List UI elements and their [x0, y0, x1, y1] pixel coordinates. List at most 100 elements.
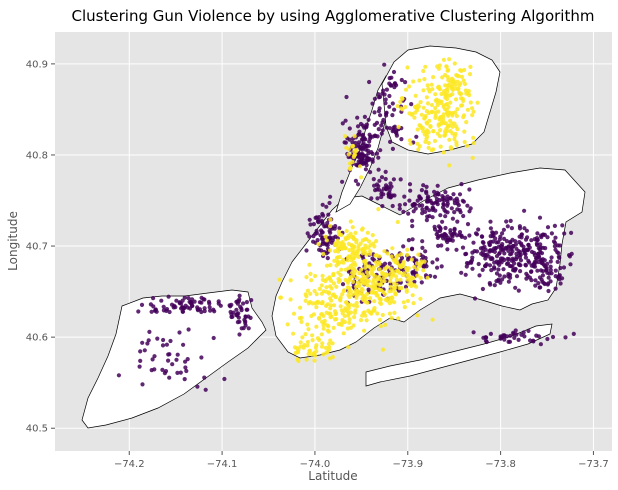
scatter-point — [439, 264, 444, 269]
scatter-point — [494, 259, 499, 264]
scatter-point — [476, 261, 481, 267]
scatter-point — [398, 99, 403, 104]
scatter-point — [471, 240, 476, 245]
scatter-point — [526, 242, 531, 248]
scatter-point — [545, 235, 550, 240]
scatter-point — [371, 272, 376, 277]
scatter-point — [234, 307, 239, 312]
scatter-point — [467, 72, 473, 77]
scatter-point — [444, 96, 450, 102]
scatter-point — [474, 249, 480, 254]
scatter-point — [540, 257, 546, 262]
scatter-point — [353, 152, 358, 157]
scatter-point — [405, 277, 410, 282]
scatter-point — [343, 300, 349, 305]
scatter-point — [397, 206, 402, 211]
scatter-point — [494, 240, 499, 245]
scatter-point — [170, 362, 175, 367]
scatter-point — [382, 92, 387, 97]
scatter-point — [328, 278, 334, 283]
scatter-point — [389, 288, 394, 293]
scatter-point — [419, 188, 424, 193]
scatter-point — [560, 223, 565, 228]
scatter-point — [467, 209, 472, 214]
y-tick-label: 40.7 — [26, 242, 48, 253]
scatter-point — [116, 373, 121, 378]
scatter-point — [396, 316, 401, 321]
scatter-point — [407, 182, 413, 187]
scatter-point — [445, 197, 450, 202]
scatter-point — [424, 128, 430, 133]
scatter-point — [415, 273, 420, 278]
scatter-point — [548, 279, 553, 284]
scatter-point — [455, 219, 460, 224]
scatter-point — [351, 143, 356, 149]
scatter-point — [175, 352, 180, 357]
scatter-point — [450, 216, 455, 221]
scatter-point — [484, 335, 489, 340]
scatter-point — [319, 283, 324, 288]
scatter-point — [185, 357, 190, 362]
scatter-point — [304, 248, 309, 253]
scatter-point — [364, 237, 369, 242]
scatter-point — [377, 267, 382, 272]
scatter-point — [155, 336, 160, 341]
scatter-point — [516, 261, 521, 267]
scatter-point — [410, 293, 415, 298]
scatter-point — [304, 357, 309, 362]
scatter-point — [352, 315, 357, 320]
scatter-point — [332, 309, 338, 314]
scatter-point — [321, 323, 326, 328]
scatter-point — [463, 88, 468, 93]
scatter-point — [353, 262, 358, 268]
scatter-point — [377, 178, 382, 183]
scatter-point — [428, 124, 433, 129]
scatter-point — [437, 63, 442, 68]
scatter-point — [419, 259, 424, 264]
scatter-point — [202, 297, 207, 302]
scatter-point — [389, 184, 394, 189]
scatter-point — [387, 93, 392, 99]
scatter-point — [512, 335, 517, 340]
scatter-point — [422, 77, 427, 82]
scatter-point — [501, 267, 506, 272]
scatter-point — [277, 277, 282, 282]
scatter-point — [445, 210, 450, 215]
scatter-point — [533, 278, 538, 283]
scatter-point — [386, 194, 391, 199]
scatter-point — [295, 350, 301, 355]
scatter-point — [548, 267, 553, 273]
scatter-point — [451, 192, 456, 197]
scatter-point — [513, 285, 518, 290]
scatter-point — [343, 277, 348, 283]
scatter-point — [557, 255, 562, 260]
scatter-point — [347, 248, 352, 253]
scatter-point — [526, 328, 531, 333]
scatter-point — [387, 126, 392, 131]
scatter-point — [462, 81, 468, 87]
scatter-point — [321, 251, 326, 257]
scatter-point — [183, 359, 188, 364]
scatter-point — [404, 287, 409, 292]
scatter-point — [309, 278, 314, 283]
scatter-point — [464, 120, 469, 125]
scatter-point — [151, 296, 156, 301]
scatter-point — [524, 228, 530, 233]
scatter-point — [434, 232, 439, 237]
scatter-point — [373, 188, 378, 193]
scatter-point — [348, 219, 353, 224]
scatter-point — [549, 271, 554, 276]
scatter-point — [362, 137, 367, 142]
scatter-point — [448, 196, 453, 201]
scatter-point — [426, 140, 431, 146]
scatter-point — [359, 175, 364, 180]
scatter-point — [320, 273, 325, 278]
scatter-point — [518, 269, 523, 274]
scatter-point — [500, 247, 505, 252]
scatter-point — [557, 274, 562, 279]
scatter-point — [325, 221, 330, 226]
scatter-point — [435, 257, 440, 262]
scatter-point — [407, 198, 412, 203]
scatter-point — [356, 143, 361, 148]
